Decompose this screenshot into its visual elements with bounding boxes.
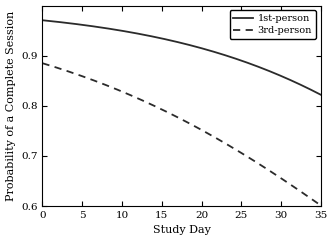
1st-person — [319, 93, 323, 96]
Y-axis label: Probability of a Complete Session: Probability of a Complete Session — [6, 11, 16, 201]
3rd-person — [293, 186, 297, 189]
Line: 1st-person: 1st-person — [43, 20, 321, 95]
3rd-person — [41, 62, 45, 65]
3rd-person — [41, 62, 45, 65]
1st-person — [211, 50, 215, 53]
3rd-person — [275, 174, 279, 177]
X-axis label: Study Day: Study Day — [153, 225, 210, 235]
Line: 3rd-person: 3rd-person — [43, 63, 321, 206]
3rd-person — [319, 204, 323, 207]
1st-person — [41, 19, 45, 22]
Legend: 1st-person, 3rd-person: 1st-person, 3rd-person — [229, 10, 316, 39]
3rd-person — [205, 132, 209, 134]
3rd-person — [206, 132, 210, 135]
1st-person — [293, 80, 297, 83]
3rd-person — [211, 135, 215, 138]
1st-person — [206, 49, 210, 52]
1st-person — [205, 48, 209, 51]
1st-person — [275, 73, 279, 76]
1st-person — [41, 19, 45, 22]
